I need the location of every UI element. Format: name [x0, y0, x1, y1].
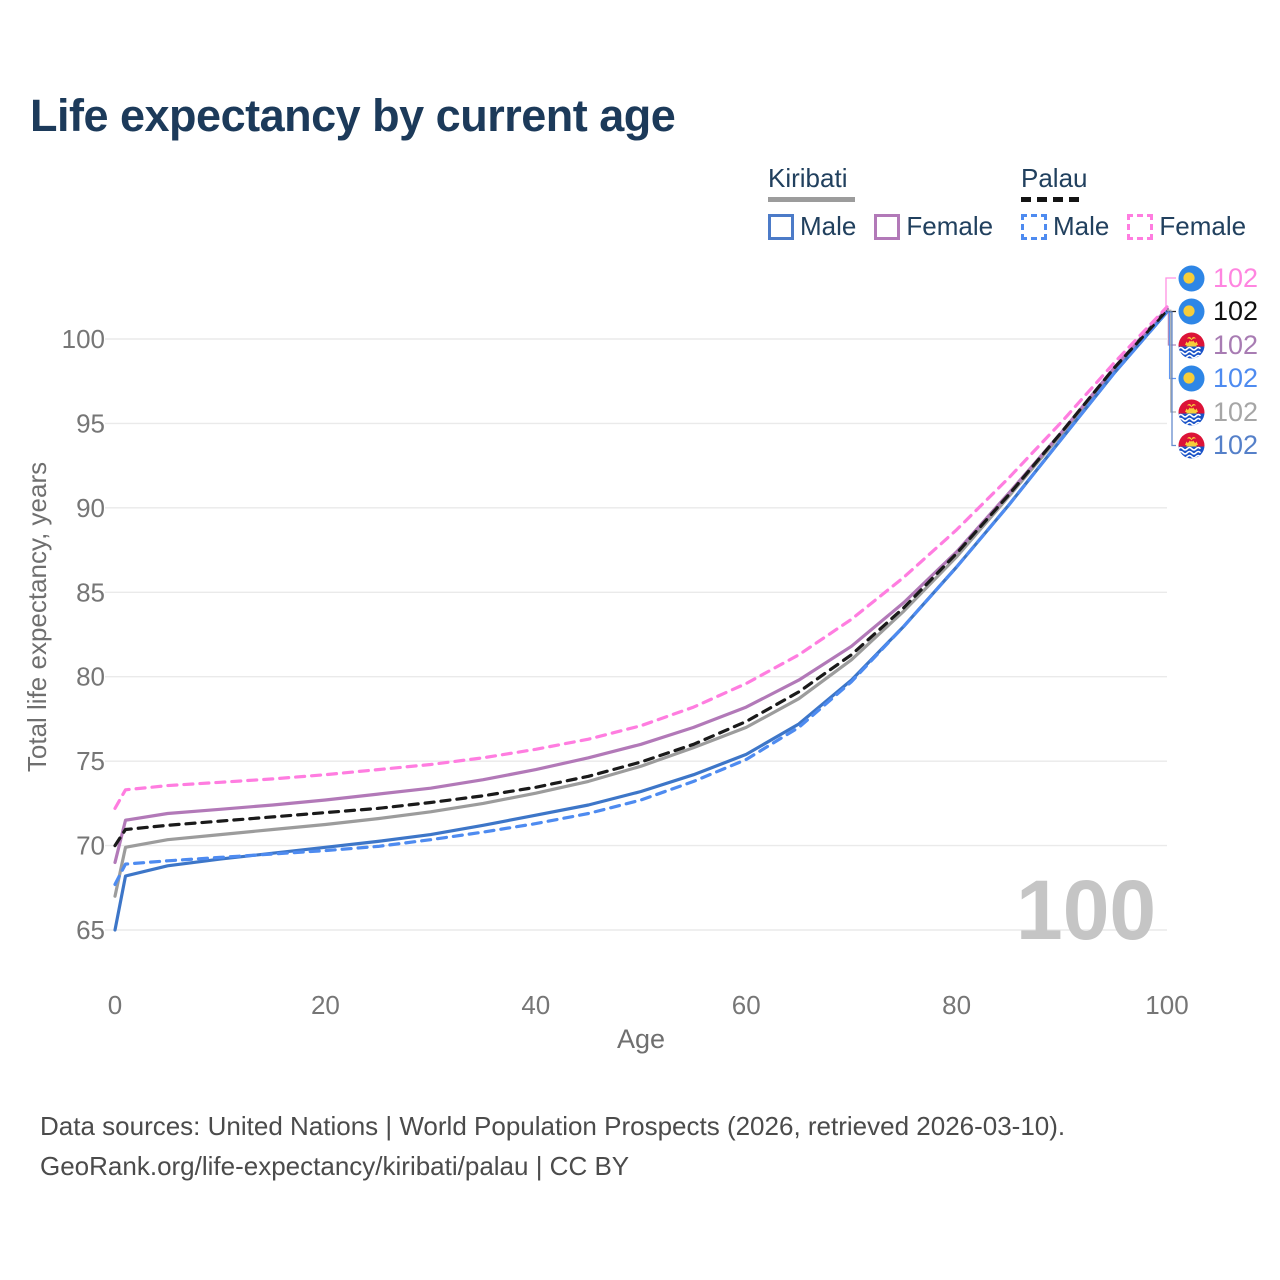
leader-line-kiribati-all — [1167, 309, 1176, 413]
end-label-palau-male: 102 — [1178, 362, 1258, 396]
y-tick-label: 85 — [76, 577, 105, 607]
legend-item-label: Male — [800, 211, 857, 241]
x-tick-label: 80 — [942, 990, 971, 1020]
legend-item-kiribati-male[interactable]: Male — [768, 211, 856, 242]
current-age-watermark: 100 — [1016, 863, 1157, 957]
y-tick-label: 100 — [62, 324, 105, 354]
series-line-kiribati-male[interactable] — [113, 310, 1169, 932]
palau-flag-icon — [1178, 365, 1205, 392]
kiribati-line-style-swatch — [768, 197, 855, 202]
legend-group-kiribati: Kiribati Male Female — [768, 163, 993, 242]
x-tick-label: 100 — [1145, 990, 1188, 1020]
y-tick-label: 65 — [76, 915, 105, 945]
legend-country-palau: Palau — [1021, 163, 1088, 193]
series-line-palau-female[interactable] — [113, 305, 1169, 811]
end-label-kiribati-male: 102 — [1178, 429, 1258, 463]
palau-female-swatch — [1127, 213, 1154, 240]
end-value: 102 — [1213, 430, 1259, 460]
x-tick-label: 20 — [311, 990, 340, 1020]
legend-item-kiribati-female[interactable]: Female — [874, 211, 993, 242]
x-axis-title: Age — [617, 1024, 665, 1054]
end-label-palau-all: 102 — [1178, 295, 1258, 329]
legend-country-kiribati: Kiribati — [768, 163, 848, 193]
y-tick-label: 75 — [76, 746, 105, 776]
end-value: 102 — [1213, 262, 1259, 293]
legend-group-palau: Palau Male Female — [1021, 163, 1246, 242]
kiribati-flag-icon — [1178, 332, 1205, 359]
source-line-1: Data sources: United Nations | World Pop… — [40, 1111, 1066, 1141]
palau-line-style-swatch — [1021, 197, 1079, 202]
kiribati-flag-icon — [1178, 432, 1205, 459]
legend-item-palau-female[interactable]: Female — [1127, 211, 1246, 242]
data-source-note: Data sources: United Nations | World Pop… — [40, 1106, 1065, 1186]
end-label-palau-female: 102 — [1178, 261, 1258, 295]
source-line-2: GeoRank.org/life-expectancy/kiribati/pal… — [40, 1151, 630, 1181]
kiribati-female-swatch — [874, 213, 901, 240]
series-line-palau-male[interactable] — [113, 310, 1169, 887]
page-title: Life expectancy by current age — [30, 90, 676, 141]
leader-line-kiribati-male — [1167, 311, 1176, 447]
end-value: 102 — [1213, 363, 1259, 393]
end-value: 102 — [1213, 329, 1259, 360]
y-tick-label: 95 — [76, 408, 105, 438]
end-value: 102 — [1213, 296, 1259, 326]
end-label-kiribati-female: 102 — [1178, 328, 1258, 362]
palau-flag-icon — [1178, 298, 1205, 325]
y-tick-label: 90 — [76, 493, 105, 523]
y-axis-title: Total life expectancy, years — [22, 462, 52, 772]
end-value: 102 — [1213, 396, 1259, 427]
legend-item-label: Female — [906, 211, 994, 241]
legend-item-label: Male — [1053, 211, 1110, 241]
series-line-kiribati-all[interactable] — [113, 308, 1169, 898]
y-tick-label: 80 — [76, 662, 105, 692]
series-line-palau-all[interactable] — [113, 308, 1169, 848]
palau-male-swatch — [1021, 213, 1047, 240]
legend-item-label: Female — [1159, 211, 1247, 241]
leader-line-palau-female — [1165, 277, 1176, 308]
palau-flag-icon — [1178, 265, 1205, 292]
end-label-kiribati-all: 102 — [1178, 395, 1258, 429]
x-tick-label: 40 — [521, 990, 550, 1020]
kiribati-flag-icon — [1178, 399, 1205, 426]
y-tick-label: 70 — [76, 831, 105, 861]
x-tick-label: 60 — [732, 990, 761, 1020]
legend-item-palau-male[interactable]: Male — [1021, 211, 1109, 242]
x-tick-label: 0 — [108, 990, 122, 1020]
kiribati-male-swatch — [768, 213, 794, 240]
